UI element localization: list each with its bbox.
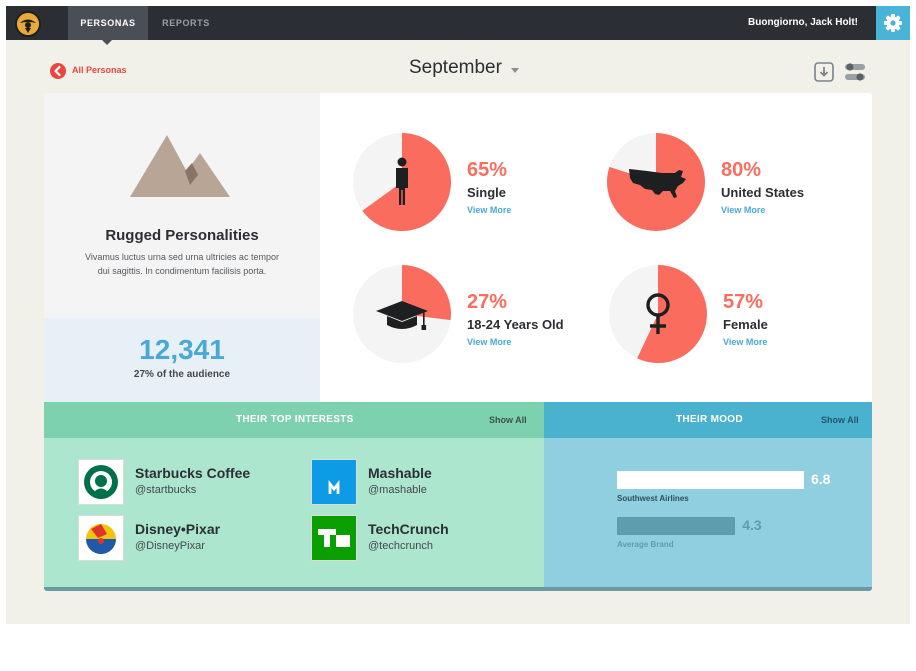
interest-item-starbucks[interactable]: Starbucks Coffee @startbucks [78,459,278,507]
pie-chart-single [353,133,451,231]
view-toggle-button[interactable] [844,62,866,82]
gear-icon [883,13,903,33]
section-title: THEIR MOOD [676,402,743,438]
tab-reports[interactable]: REPORTS [154,6,218,40]
pie-chart-united-states [607,133,705,231]
stat-female: 57% Female View More [609,265,839,365]
tab-reports-label: REPORTS [162,18,210,28]
mood-header: THEIR MOOD Show All [544,402,872,438]
download-button[interactable] [814,62,834,82]
mood-bar-fill [617,471,804,489]
view-more-link[interactable]: View More [467,205,511,215]
tab-personas[interactable]: PERSONAS [68,6,148,40]
top-navigation-bar: PERSONAS REPORTS Buongiorno, Jack Holt! [6,6,910,40]
show-all-mood-link[interactable]: Show All [821,402,859,438]
interest-name: Disney•Pixar [135,521,220,537]
view-more-link[interactable]: View More [467,337,511,347]
pie-chart-female [609,265,707,363]
chevron-down-icon[interactable] [511,68,519,73]
stat-single: 65% Single View More [353,133,583,233]
tab-personas-label: PERSONAS [80,18,135,28]
mountain-icon [130,133,230,197]
mood-bar-label: Average Brand [617,540,674,549]
stat-label: Single [467,185,506,200]
persona-card: Rugged Personalities Vivamus luctus urna… [44,93,872,591]
view-more-link[interactable]: View More [721,205,765,215]
stat-percentage: 57% [723,291,763,314]
audience-count: 12,341 [44,334,320,366]
section-title: THEIR TOP INTERESTS [236,402,354,438]
all-personas-link[interactable]: All Personas [72,65,127,75]
mood-section: THEIR MOOD Show All 6.8 Southwest Airlin… [544,402,872,591]
interest-name: Mashable [368,465,432,481]
pixar-ball-icon [78,515,124,561]
pilot-logo-icon[interactable] [15,11,41,37]
user-greeting[interactable]: Buongiorno, Jack Holt! [748,6,858,40]
stat-label: 18-24 Years Old [467,317,564,332]
toggle-icon [844,62,866,82]
stat-percentage: 65% [467,159,507,182]
download-icon [814,62,834,82]
mood-bar-label: Southwest Airlines [617,494,689,503]
month-selector[interactable]: September [409,57,502,79]
chevron-left-icon [50,63,66,79]
settings-button[interactable] [876,6,910,40]
card-bottom-border [44,587,872,591]
stat-percentage: 27% [467,291,507,314]
stat-united-states: 80% United States View More [607,133,837,233]
audience-percentage-label: 27% of the audience [44,369,320,380]
app-window: PERSONAS REPORTS Buongiorno, Jack Holt! [6,6,910,624]
mood-bar-fill [617,517,735,535]
stat-percentage: 80% [721,159,761,182]
top-interests-header: THEIR TOP INTERESTS Show All [44,402,544,438]
stat-age-range: 27% 18-24 Years Old View More [353,265,583,365]
show-all-interests-link[interactable]: Show All [489,402,527,438]
mashable-logo-icon [311,459,357,505]
interest-item-techcrunch[interactable]: TechCrunch @techcrunch [311,515,511,563]
view-more-link[interactable]: View More [723,337,767,347]
stat-label: United States [721,185,804,200]
interest-item-disney-pixar[interactable]: Disney•Pixar @DisneyPixar [78,515,278,563]
stat-label: Female [723,317,768,332]
interest-handle: @techcrunch [368,540,433,552]
interest-name: Starbucks Coffee [135,465,250,481]
mood-bar-value: 6.8 [811,471,830,487]
interest-handle: @startbucks [135,484,196,496]
persona-summary-panel: Rugged Personalities Vivamus luctus urna… [44,93,320,318]
interest-handle: @mashable [368,484,427,496]
active-tab-caret-icon [102,40,112,45]
pie-chart-age-range [353,265,451,363]
interest-handle: @DisneyPixar [135,540,205,552]
top-interests-section: THEIR TOP INTERESTS Show All Starbucks C… [44,402,544,591]
persona-description: Vivamus luctus urna sed urna ultricies a… [82,250,282,278]
starbucks-logo-icon [78,459,124,505]
audience-summary: 12,341 27% of the audience [44,318,320,402]
techcrunch-logo-icon [311,515,357,561]
back-button[interactable] [50,63,66,79]
interest-name: TechCrunch [368,521,449,537]
persona-title: Rugged Personalities [44,227,320,244]
mood-bar-value: 4.3 [742,517,761,533]
interest-item-mashable[interactable]: Mashable @mashable [311,459,511,507]
